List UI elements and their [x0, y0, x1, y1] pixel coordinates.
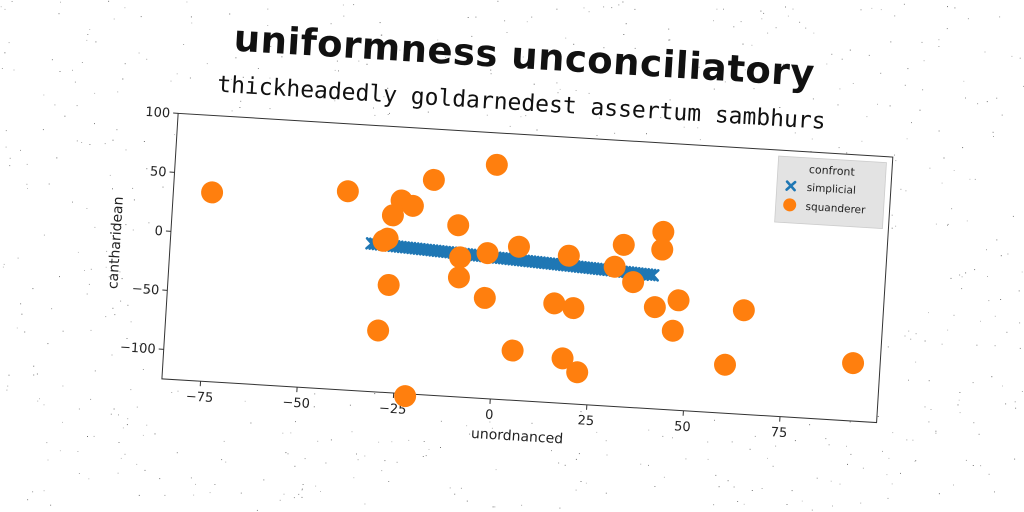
- squanderer-point: [394, 385, 417, 408]
- squanderer-point: [473, 286, 496, 309]
- y-tick-label: 0: [154, 224, 163, 239]
- squanderer-point: [732, 299, 755, 322]
- x-tick-label: 75: [770, 425, 787, 441]
- y-axis-label: cantharidean: [105, 196, 127, 290]
- squanderer-point: [381, 204, 404, 227]
- squanderer-point: [603, 255, 626, 278]
- squanderer-point: [372, 229, 395, 252]
- x-tick-label: 25: [577, 413, 594, 429]
- x-axis-label: unordnanced: [471, 426, 564, 448]
- squanderer-point: [401, 194, 424, 217]
- x-tick-label: −75: [185, 389, 213, 406]
- squanderer-point: [842, 352, 865, 375]
- legend-entries: simplicial squanderer: [783, 180, 866, 217]
- squanderer-point: [543, 292, 566, 315]
- squanderer-point: [201, 181, 224, 204]
- squanderer-point: [485, 153, 508, 176]
- squanderer-point: [377, 273, 400, 296]
- squanderer-point: [661, 319, 684, 342]
- squanderer-point: [551, 347, 574, 370]
- squanderer-point: [449, 246, 472, 269]
- squanderer-point: [652, 220, 675, 243]
- legend-title: confront: [809, 163, 856, 179]
- legend-entry-label: simplicial: [806, 182, 856, 197]
- y-tick-label: −100: [120, 340, 157, 357]
- legend: confront simplicial squanderer: [774, 155, 887, 229]
- y-axis-ticks: −100 −50 0 50 100: [120, 105, 179, 357]
- squanderer-point: [507, 235, 530, 258]
- simplicial-point: [643, 268, 657, 282]
- squanderer-point: [422, 168, 445, 191]
- squanderer-point: [447, 266, 470, 289]
- squanderer-point: [667, 289, 690, 312]
- squanderer-point: [336, 180, 359, 203]
- x-tick-label: 0: [485, 408, 494, 423]
- squanderer-point: [643, 296, 666, 319]
- legend-marker-simplicial: [785, 180, 797, 192]
- squanderer-point: [476, 242, 499, 265]
- legend-box: [774, 155, 887, 229]
- squanderer-point: [367, 319, 390, 342]
- legend-marker-squanderer: [783, 198, 797, 212]
- squanderer-point: [714, 353, 737, 376]
- squanderer-point: [566, 361, 589, 384]
- y-tick-label: 50: [150, 164, 167, 180]
- legend-entry-label: squanderer: [805, 201, 866, 217]
- x-tick-label: −50: [282, 395, 310, 412]
- y-tick-label: 100: [145, 105, 171, 121]
- squanderer-point: [501, 339, 524, 362]
- squanderer-point: [557, 244, 580, 267]
- chart-container: uniformness unconciliatory thickheadedly…: [79, 9, 945, 505]
- y-tick-label: −50: [131, 282, 159, 299]
- squanderer-point: [622, 271, 645, 294]
- simplicial-point: [646, 268, 660, 282]
- squanderer-point: [562, 297, 585, 320]
- series-squanderer: [201, 153, 865, 408]
- x-axis-ticks: −75 −50 −25 0 25 50 75: [185, 381, 788, 441]
- squanderer-point: [447, 214, 470, 237]
- x-tick-label: 50: [674, 419, 691, 435]
- squanderer-point: [651, 238, 674, 261]
- squanderer-point: [612, 233, 635, 256]
